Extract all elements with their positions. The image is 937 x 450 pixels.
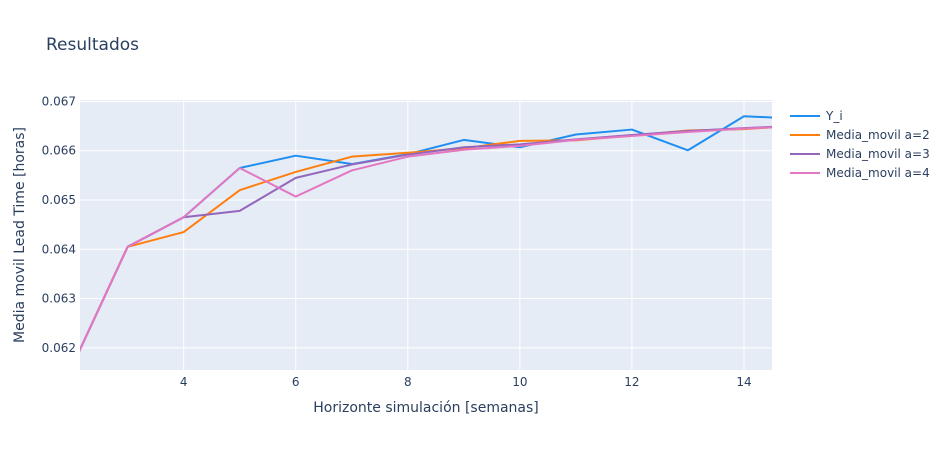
- series-lines: [80, 115, 772, 352]
- y-axis-title: Media movil Lead Time [horas]: [12, 127, 28, 343]
- legend-label: Media_movil a=3: [826, 147, 930, 161]
- chart-title: Resultados: [46, 35, 139, 55]
- x-tick-label: 6: [292, 375, 300, 389]
- x-tick-label: 10: [512, 375, 527, 389]
- legend-label: Media_movil a=4: [826, 166, 930, 180]
- legend-label: Media_movil a=2: [826, 128, 930, 142]
- x-axis-title: Horizonte simulación [semanas]: [313, 400, 539, 416]
- x-tick-label: 14: [736, 375, 751, 389]
- y-tick-label: 0.067: [42, 94, 76, 108]
- plot-area: [80, 100, 772, 370]
- x-tick-label: 8: [404, 375, 412, 389]
- legend: Y_i Media_movil a=2 Media_movil a=3 Media_m…: [790, 109, 930, 180]
- legend-label: Y_i: [825, 109, 843, 123]
- x-tick-label: 4: [180, 375, 188, 389]
- series-line-4: [80, 126, 772, 352]
- y-tick-label: 0.064: [42, 242, 76, 256]
- y-tick-label: 0.063: [42, 292, 76, 306]
- y-tick-labels: 0.062 0.063 0.064 0.065 0.066 0.067: [42, 94, 76, 354]
- x-tick-labels: 4 6 8 10 12 14: [180, 375, 752, 389]
- y-tick-label: 0.062: [42, 341, 76, 355]
- y-tick-label: 0.065: [42, 193, 76, 207]
- x-tick-label: 12: [624, 375, 639, 389]
- y-tick-label: 0.066: [42, 144, 76, 158]
